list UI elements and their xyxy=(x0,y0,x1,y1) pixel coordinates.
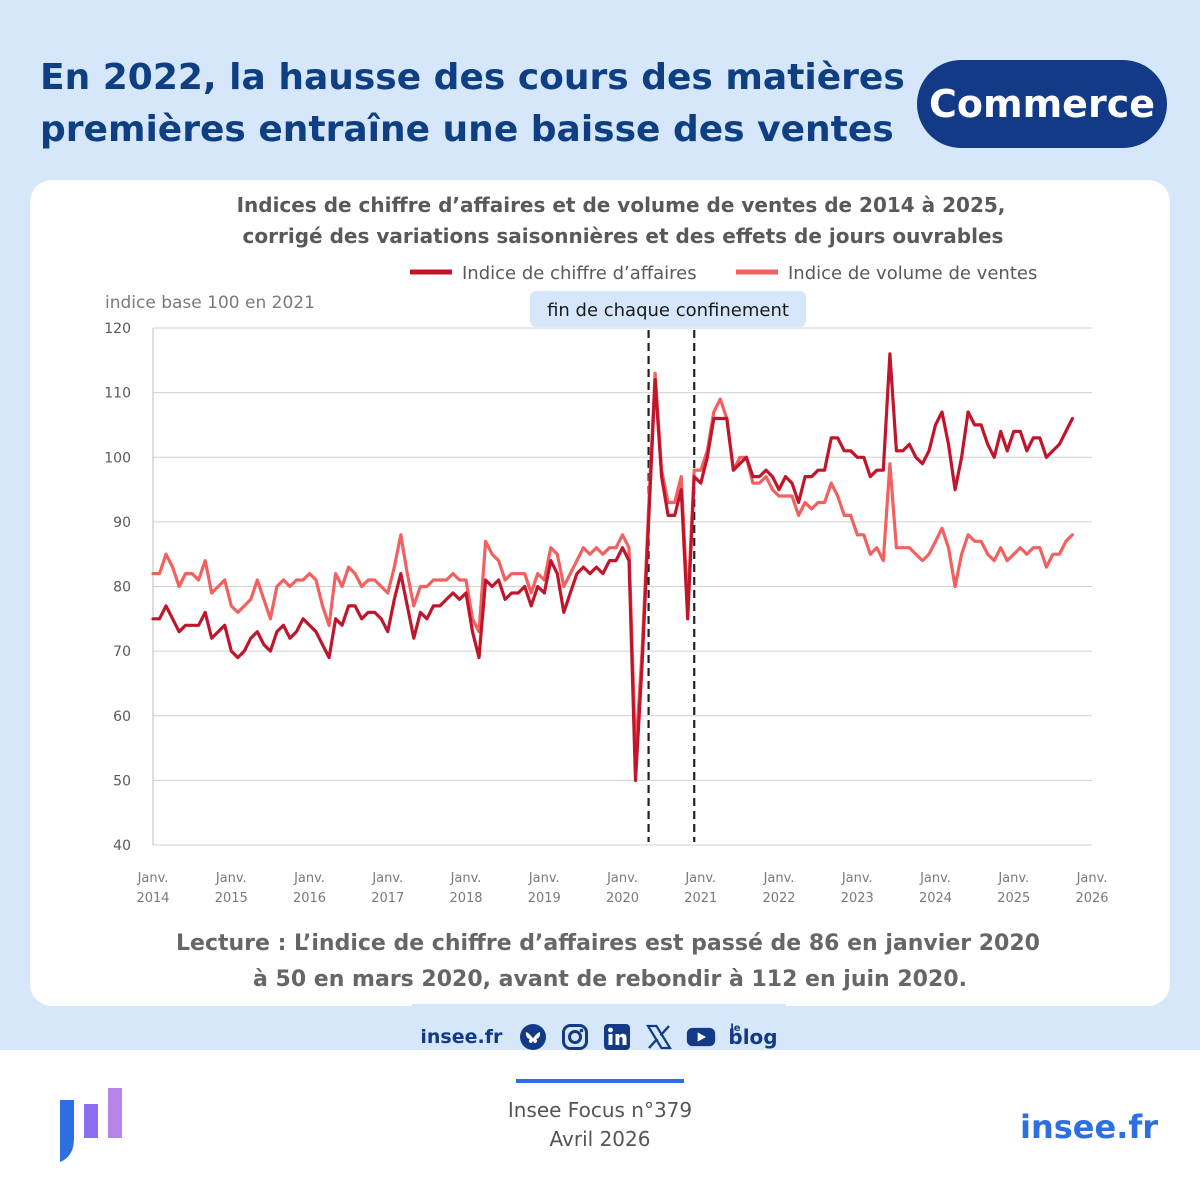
insee-logo xyxy=(60,1088,122,1162)
x-tick-year: 2023 xyxy=(841,891,874,906)
x-tick-month: Janv. xyxy=(684,871,716,886)
x-tick-month: Janv. xyxy=(606,871,638,886)
annotation-box xyxy=(530,291,806,327)
y-tick-labels: 40 50 60 70 80 90 100 110 120 xyxy=(104,321,131,854)
legend-label-volume: Indice de volume de ventes xyxy=(788,263,1037,284)
y-tick-label: 110 xyxy=(104,386,131,402)
series-lines xyxy=(151,352,1075,783)
publication-name: Insee Focus n°379 xyxy=(507,1098,693,1122)
x-tick-year: 2018 xyxy=(449,891,482,906)
x-tick-year: 2025 xyxy=(997,891,1030,906)
y-axis-label: indice base 100 en 2021 xyxy=(105,293,315,313)
y-tick-label: 60 xyxy=(113,709,131,725)
footer-rule xyxy=(516,1079,684,1083)
x-tick-month: Janv. xyxy=(293,871,325,886)
confinement-annotation: fin de chaque confinement xyxy=(530,291,806,327)
category-badge: Commerce xyxy=(917,60,1167,148)
x-tick-month: Janv. xyxy=(1076,871,1108,886)
x-tick-month: Janv. xyxy=(919,871,951,886)
chart-title-line-1: Indices de chiffre d’affaires et de volu… xyxy=(237,193,1006,217)
footer-brand-link[interactable]: insee.fr xyxy=(1020,1108,1159,1146)
series-line-chiffre-affaires xyxy=(151,352,1075,783)
footer: Insee Focus n°379 Avril 2026 insee.fr xyxy=(0,1050,1200,1200)
legend-label-ca: Indice de chiffre d’affaires xyxy=(462,263,697,284)
social-site-label[interactable]: insee.fr xyxy=(420,1026,503,1048)
x-tick-year: 2024 xyxy=(919,891,952,906)
x-tick-year: 2017 xyxy=(371,891,404,906)
y-tick-label: 90 xyxy=(113,515,131,531)
y-tick-label: 70 xyxy=(113,644,131,660)
x-tick-year: 2014 xyxy=(136,891,169,906)
x-tick-month: Janv. xyxy=(841,871,873,886)
x-tick-month: Janv. xyxy=(137,871,169,886)
x-tick-year: 2021 xyxy=(684,891,717,906)
x-tick-year: 2016 xyxy=(293,891,326,906)
grid-lines xyxy=(152,327,1092,846)
x-tick-year: 2022 xyxy=(762,891,795,906)
reading-line-1: Lecture : L’indice de chiffre d’affaires… xyxy=(176,931,1040,956)
x-tick-month: Janv. xyxy=(371,871,403,886)
reading-line-2: à 50 en mars 2020, avant de rebondir à 1… xyxy=(253,967,967,992)
publication-info: Insee Focus n°379 Avril 2026 xyxy=(0,1096,1200,1154)
instagram-icon[interactable] xyxy=(560,1022,590,1052)
publication-date: Avril 2026 xyxy=(549,1127,651,1151)
blog-icon-small-text: le xyxy=(730,1023,741,1034)
x-tick-month: Janv. xyxy=(450,871,482,886)
bluesky-icon[interactable] xyxy=(518,1022,548,1052)
x-icon[interactable] xyxy=(644,1022,674,1052)
x-tick-month: Janv. xyxy=(997,871,1029,886)
y-tick-label: 80 xyxy=(113,580,131,596)
linkedin-icon[interactable] xyxy=(602,1022,632,1052)
blog-icon-text: blog xyxy=(728,1025,778,1049)
series-line-volume-ventes xyxy=(151,371,1075,757)
y-tick-label: 100 xyxy=(104,450,131,466)
headline: En 2022, la hausse des cours des matière… xyxy=(40,52,910,156)
chart-title-line-2: corrigé des variations saisonnières et d… xyxy=(243,224,1004,248)
y-tick-label: 120 xyxy=(104,321,131,337)
confinement-lines xyxy=(647,330,696,842)
annotation-label: fin de chaque confinement xyxy=(547,300,789,321)
y-tick-label: 40 xyxy=(113,838,131,854)
x-tick-year: 2019 xyxy=(528,891,561,906)
x-tick-year: 2026 xyxy=(1075,891,1108,906)
youtube-icon[interactable] xyxy=(686,1022,716,1052)
x-tick-year: 2020 xyxy=(606,891,639,906)
y-tick-label: 50 xyxy=(113,773,131,789)
x-tick-month: Janv. xyxy=(215,871,247,886)
blog-icon[interactable]: le blog xyxy=(728,1023,778,1049)
headline-line-2: premières entraîne une baisse des ventes xyxy=(40,109,894,150)
headline-line-1: En 2022, la hausse des cours des matière… xyxy=(40,57,905,98)
x-tick-month: Janv. xyxy=(528,871,560,886)
legend: Indice de chiffre d’affaires Indice de v… xyxy=(410,263,1037,284)
x-tick-year: 2015 xyxy=(215,891,248,906)
x-tick-labels: Janv. 2014 Janv. 2015 Janv. 2016 Janv. 2017 Janv… xyxy=(136,871,1108,906)
x-tick-month: Janv. xyxy=(763,871,795,886)
